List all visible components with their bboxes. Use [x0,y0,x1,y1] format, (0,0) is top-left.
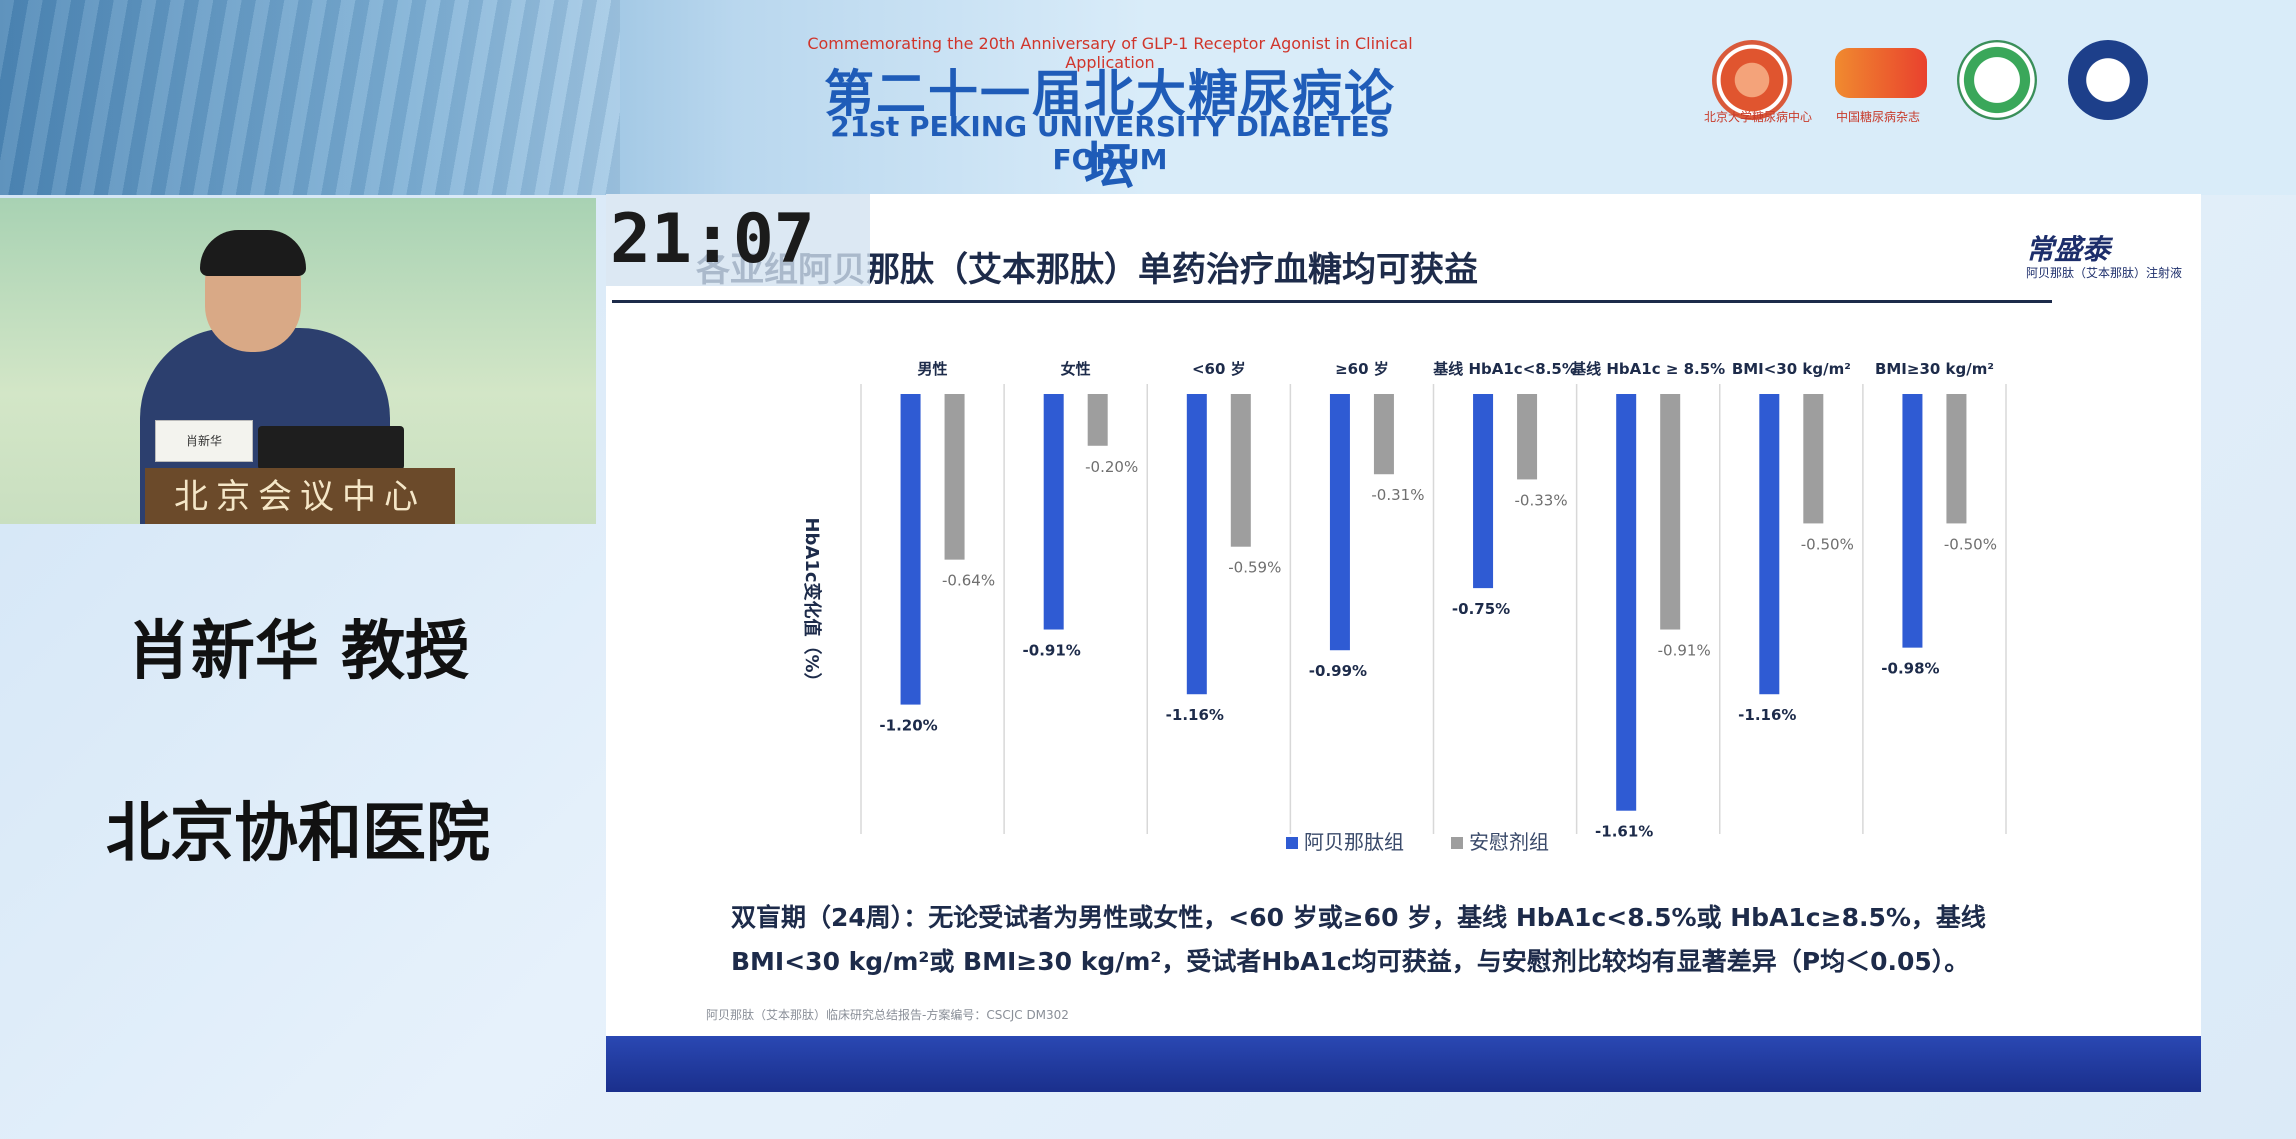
abenatide-bar [900,394,921,705]
timer-overlay: 21:07 [606,194,870,286]
laptop [258,426,404,470]
placebo-bar [1517,394,1538,480]
data-label: -0.64% [942,572,995,590]
forum-title: 第二十一届北大糖尿病论坛 [824,65,1396,195]
presentation-slide: 各亚组阿贝那肽（艾本那肽）单药治疗血糖均可获益 常盛泰 阿贝那肽（艾本那肽）注射… [606,194,2201,1092]
placebo-bar [1087,394,1108,446]
category-label: BMI<30 kg/m² [1732,360,1851,378]
speaker-video: 肖新华 北京会议中心 [0,198,596,524]
placebo-bar [1946,394,1967,524]
data-label: -1.16% [1166,706,1224,724]
data-label: -1.16% [1738,706,1796,724]
abenatide-bar [1902,394,1923,648]
data-label: -0.98% [1881,660,1939,678]
brand-subtitle: 阿贝那肽（艾本那肽）注射液 [2026,266,2183,280]
category-label: 女性 [1061,360,1091,378]
legend-label: 阿贝那肽组 [1304,830,1404,854]
logo-caption: 中国糖尿病杂志 [1836,110,1921,124]
data-label: -0.91% [1023,642,1081,660]
green-seal-logo-icon [1957,40,2037,120]
category-label: 基线 HbA1c ≥ 8.5% [1570,360,1725,378]
data-label: -0.20% [1085,458,1138,476]
category-label: ≥60 岁 [1335,360,1389,378]
brand-logo: 常盛泰 [2026,233,2111,266]
data-label: -0.99% [1309,662,1367,680]
speaker-organization: 北京协和医院 [106,797,490,871]
data-label: -0.31% [1371,486,1424,504]
slide-caption: 双盲期（24周）：无论受试者为男性或女性，<60 岁或≥60 岁，基线 HbA1… [731,896,2131,984]
cd-logo-icon [1835,48,1927,98]
caption-line-1: 双盲期（24周）：无论受试者为男性或女性，<60 岁或≥60 岁，基线 HbA1… [731,903,1986,932]
peking-university-logo-icon [1712,40,1792,120]
category-label: <60 岁 [1192,360,1246,378]
category-label: BMI≥30 kg/m² [1875,360,1994,378]
data-label: -0.91% [1658,642,1711,660]
speaker-hair [200,230,306,276]
legend-label: 安慰剂组 [1469,830,1549,854]
placebo-bar [1373,394,1394,475]
slide-footnote: 阿贝那肽（艾本那肽）临床研究总结报告-方案编号：CSCJC DM302 [706,1008,1069,1022]
placebo-bar [944,394,965,560]
data-label: -1.61% [1595,823,1653,841]
legend-swatch-placebo [1451,837,1463,849]
header-background-photo [0,0,620,195]
abenatide-bar [1186,394,1207,695]
nameplate: 肖新华 [155,420,253,462]
abenatide-bar [1759,394,1780,695]
y-axis-label: HbA1c变化值（%） [801,517,823,690]
logo-caption: 北京大学糖尿病中心 [1704,110,1813,124]
title-divider [612,300,2052,303]
abenatide-bar [1616,394,1637,811]
placebo-bar [1660,394,1681,630]
abenatide-bar [1043,394,1064,630]
data-label: -0.59% [1228,559,1281,577]
category-label: 基线 HbA1c<8.5% [1432,360,1577,378]
speaker-name: 肖新华 教授 [126,615,470,689]
category-label: 男性 [918,360,948,378]
forum-subtitle: Commemorating the 20th Anniversary of GL… [807,34,1413,72]
placebo-bar [1230,394,1251,547]
data-label: -0.33% [1515,491,1568,509]
data-label: -0.50% [1801,535,1854,553]
legend-swatch-abenatide [1286,837,1298,849]
caption-line-2: BMI<30 kg/m²或 BMI≥30 kg/m²，受试者HbA1c均可获益，… [731,947,1970,976]
blue-seal-logo-icon [2068,40,2148,120]
data-label: -1.20% [879,717,937,735]
slide-footer-band [606,1036,2201,1092]
placebo-bar [1803,394,1824,524]
bar-chart: 男性 -1.20% -0.64% 女性 -0.91% -0.20% <60 岁 -1.16% -… [801,360,2007,854]
abenatide-bar [1473,394,1494,589]
forum-title-english: 21st PEKING UNIVERSITY DIABETES FORUM [830,110,1390,176]
data-label: -0.50% [1944,535,1997,553]
abenatide-bar [1329,394,1350,651]
podium-sign: 北京会议中心 [145,468,455,524]
data-label: -0.75% [1452,600,1510,618]
